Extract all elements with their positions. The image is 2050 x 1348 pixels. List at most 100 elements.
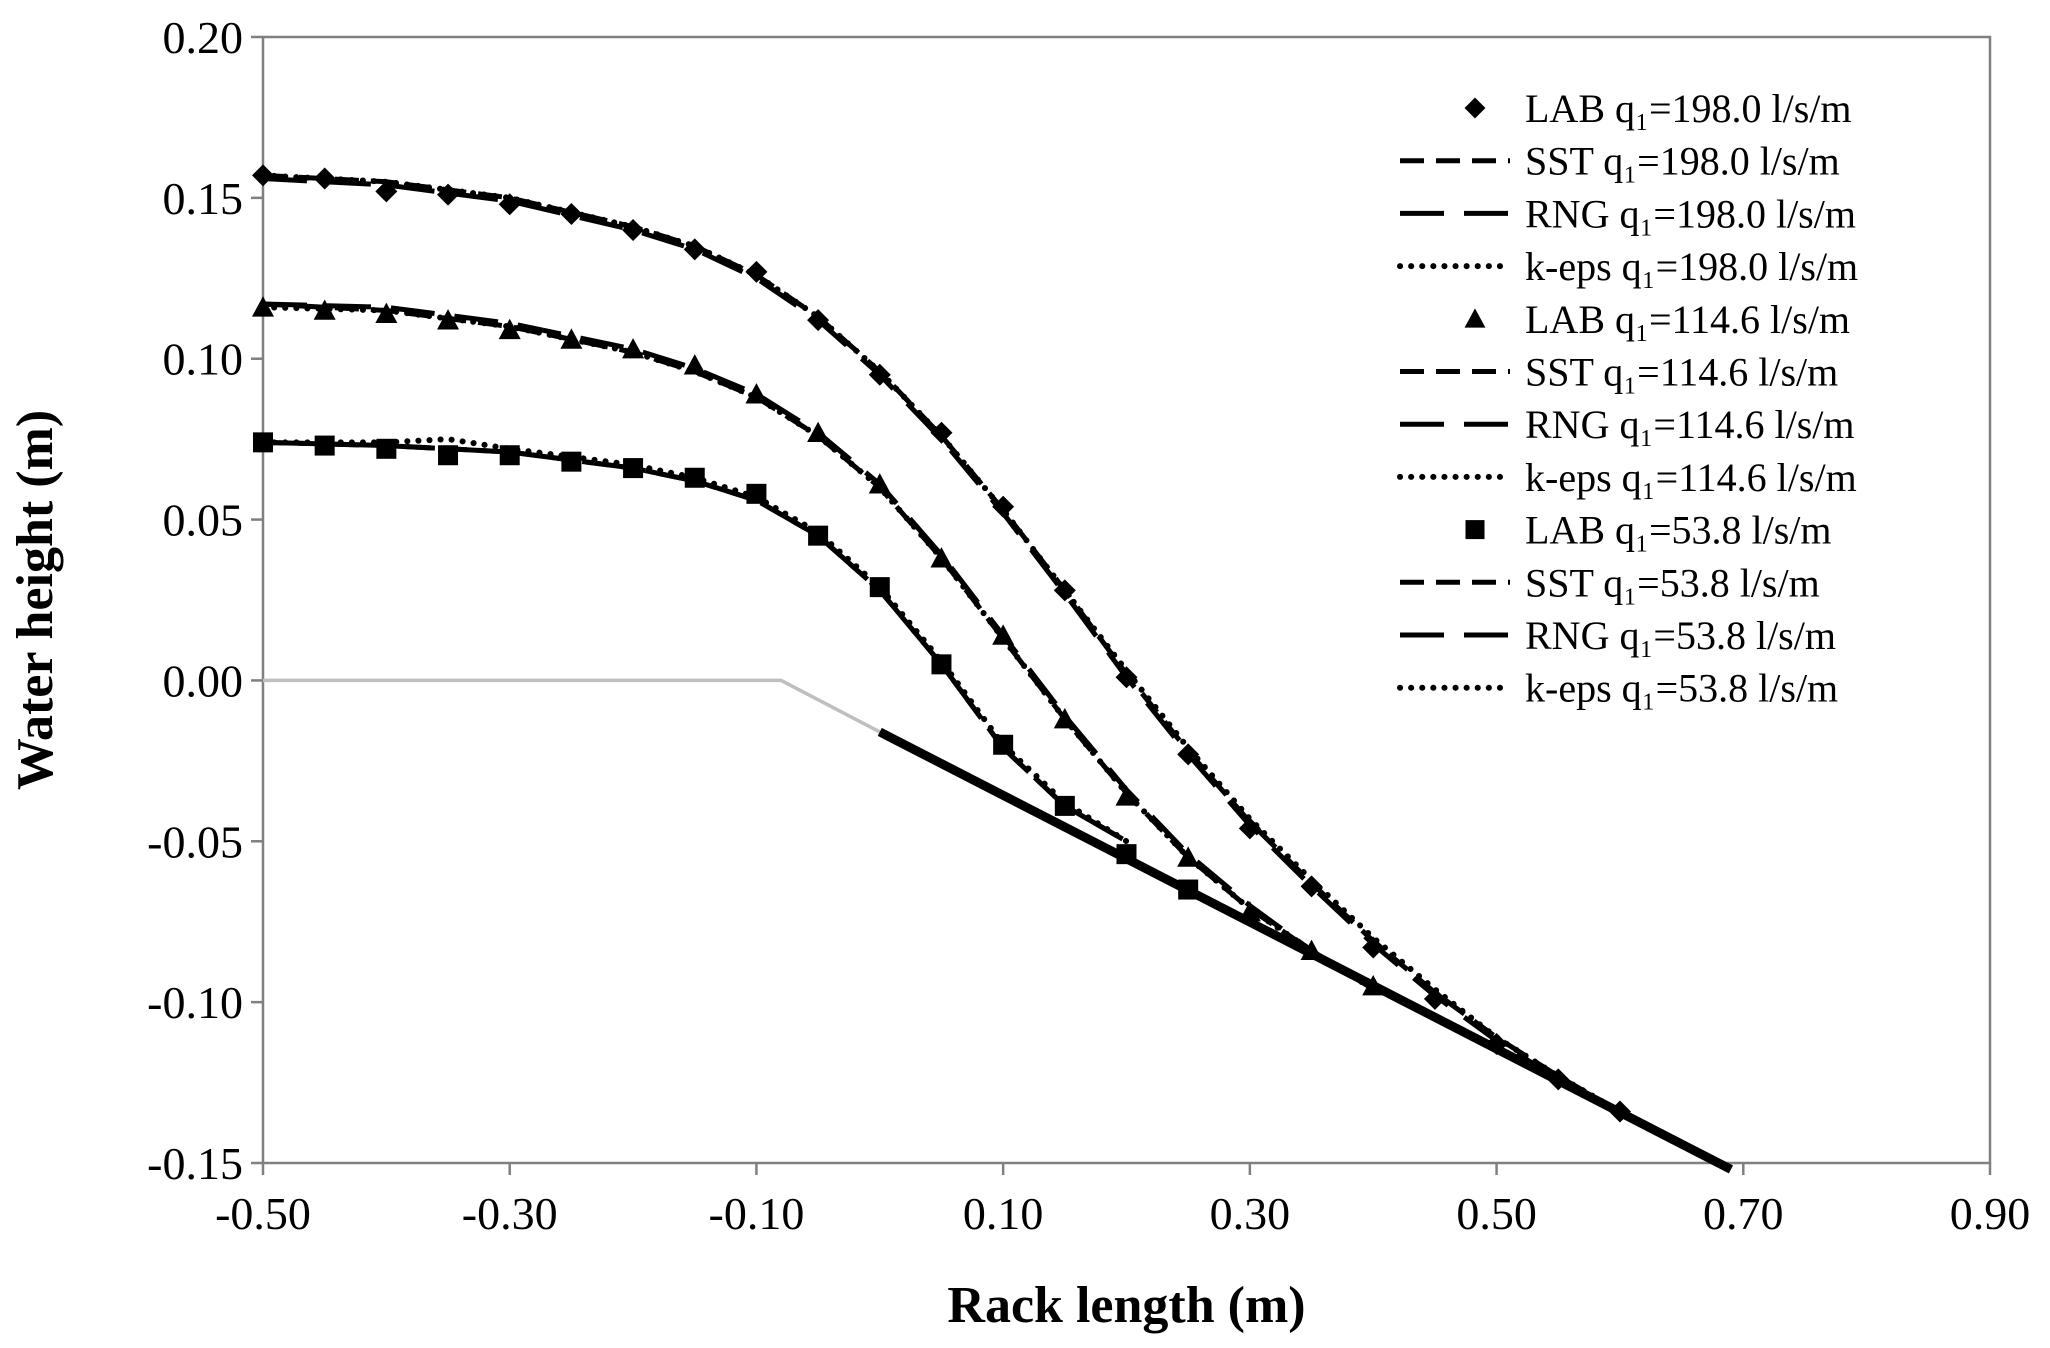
y-tick-label: 0.20 <box>163 12 244 63</box>
x-tick-label: 0.70 <box>1703 1188 1784 1239</box>
data-point-triangle-18 <box>1362 975 1385 996</box>
y-tick-label: -0.10 <box>147 977 243 1028</box>
data-point-square-5 <box>561 451 582 472</box>
x-tick-label: 0.90 <box>1950 1188 2031 1239</box>
x-tick-label: 0.10 <box>963 1188 1044 1239</box>
data-point-triangle-3 <box>437 309 460 330</box>
data-point-triangle-0 <box>252 296 274 317</box>
data-point-triangle-7 <box>683 354 706 375</box>
data-point-diamond-4 <box>498 193 521 216</box>
data-point-triangle-2 <box>375 302 398 324</box>
data-point-diamond-0 <box>252 164 274 187</box>
legend-label: SST q₁=53.8 l/s/m <box>1525 560 1820 605</box>
series-line-6 <box>262 301 1375 992</box>
x-tick-label: 0.30 <box>1210 1188 1291 1239</box>
data-point-triangle-15 <box>1177 846 1200 867</box>
data-point-triangle-5 <box>560 328 583 349</box>
channel-bed-line <box>263 678 881 734</box>
x-tick-label: 0.50 <box>1456 1188 1537 1239</box>
legend-label: LAB q₁=114.6 l/s/m <box>1525 297 1850 342</box>
y-tick-label: -0.05 <box>147 816 243 867</box>
x-axis-title: Rack length (m) <box>947 1277 1305 1334</box>
data-point-triangle-13 <box>1053 708 1076 729</box>
data-point-square-3 <box>438 445 459 466</box>
legend-label: RNG q₁=53.8 l/s/m <box>1525 613 1836 658</box>
data-point-square-8 <box>746 483 767 504</box>
data-point-diamond-17 <box>1300 875 1323 898</box>
data-point-diamond-13 <box>1053 579 1076 602</box>
data-point-diamond-18 <box>1362 936 1385 959</box>
series-line-10 <box>262 439 1128 844</box>
data-point-square-12 <box>993 734 1014 755</box>
y-axis-title: Water height (m) <box>7 410 64 790</box>
data-point-square-15 <box>1178 879 1199 900</box>
data-point-diamond-1 <box>313 167 336 190</box>
data-point-triangle-14 <box>1115 785 1138 806</box>
legend-marker-triangle <box>1464 308 1486 328</box>
legend: LAB q₁=198.0 l/s/m SST q₁=198.0 l/s/m RNG … <box>1397 86 1858 711</box>
data-point-square-14 <box>1116 844 1137 865</box>
y-tick-label: 0.10 <box>163 334 244 385</box>
y-tick-label: 0.00 <box>163 655 244 706</box>
data-point-triangle-10 <box>868 473 891 494</box>
data-point-diamond-21 <box>1547 1068 1570 1091</box>
data-point-triangle-12 <box>992 624 1015 645</box>
x-tick-label: -0.10 <box>709 1188 805 1239</box>
plot-area-border <box>261 35 1992 1165</box>
data-point-diamond-2 <box>375 180 398 203</box>
data-point-triangle-6 <box>622 338 645 359</box>
data-point-diamond-6 <box>622 219 645 242</box>
data-point-triangle-17 <box>1300 939 1323 961</box>
data-point-triangle-4 <box>498 318 521 340</box>
data-point-diamond-11 <box>930 421 953 444</box>
series-layer <box>252 164 1631 1123</box>
data-point-square-11 <box>931 654 952 675</box>
legend-label: LAB q₁=198.0 l/s/m <box>1525 86 1852 131</box>
data-point-square-13 <box>1054 795 1075 816</box>
data-point-square-4 <box>499 445 520 466</box>
data-point-diamond-12 <box>992 495 1015 518</box>
axes-layer: -0.50 -0.30 -0.10 0.10 0.30 0.50 0.70 0.90 -0.15… <box>147 12 2030 1239</box>
x-tick-label: -0.30 <box>462 1188 558 1239</box>
legend-label: k-eps q₁=53.8 l/s/m <box>1525 666 1838 711</box>
legend-label: RNG q₁=198.0 l/s/m <box>1525 191 1856 236</box>
data-point-diamond-19 <box>1423 987 1446 1010</box>
legend-label: RNG q₁=114.6 l/s/m <box>1525 402 1855 447</box>
x-tick-label: -0.50 <box>215 1188 311 1239</box>
y-tick-label: 0.15 <box>163 173 244 224</box>
data-point-square-10 <box>869 577 890 598</box>
data-point-square-2 <box>376 438 397 459</box>
y-tick-label: 0.05 <box>163 495 244 546</box>
data-point-diamond-5 <box>560 202 583 225</box>
data-point-diamond-9 <box>807 309 830 332</box>
legend-label: SST q₁=198.0 l/s/m <box>1525 139 1840 184</box>
series-line-3 <box>260 172 1623 1115</box>
legend-label: k-eps q₁=198.0 l/s/m <box>1525 244 1858 289</box>
data-point-diamond-20 <box>1485 1032 1508 1055</box>
data-point-diamond-16 <box>1238 817 1261 840</box>
legend-marker-square <box>1465 520 1485 540</box>
data-point-square-0 <box>253 432 273 453</box>
data-point-diamond-10 <box>868 363 891 386</box>
data-point-diamond-22 <box>1608 1100 1631 1123</box>
legend-label: LAB q₁=53.8 l/s/m <box>1525 508 1832 553</box>
data-point-diamond-14 <box>1115 666 1138 689</box>
legend-label: SST q₁=114.6 l/s/m <box>1525 350 1838 395</box>
data-point-triangle-11 <box>930 547 953 568</box>
data-point-square-1 <box>314 435 335 456</box>
data-point-triangle-9 <box>807 421 830 443</box>
data-point-diamond-8 <box>745 260 768 283</box>
plot-frame <box>261 35 1992 1165</box>
data-point-square-6 <box>623 458 644 479</box>
legend-label: k-eps q₁=114.6 l/s/m <box>1525 455 1857 500</box>
data-point-diamond-7 <box>683 238 706 261</box>
data-point-diamond-3 <box>437 183 460 206</box>
series-line-2 <box>262 176 1622 1117</box>
data-point-triangle-8 <box>745 383 768 404</box>
data-point-triangle-1 <box>313 299 336 320</box>
data-point-square-7 <box>684 467 705 488</box>
data-point-square-9 <box>808 525 829 546</box>
legend-marker-diamond <box>1464 97 1486 119</box>
